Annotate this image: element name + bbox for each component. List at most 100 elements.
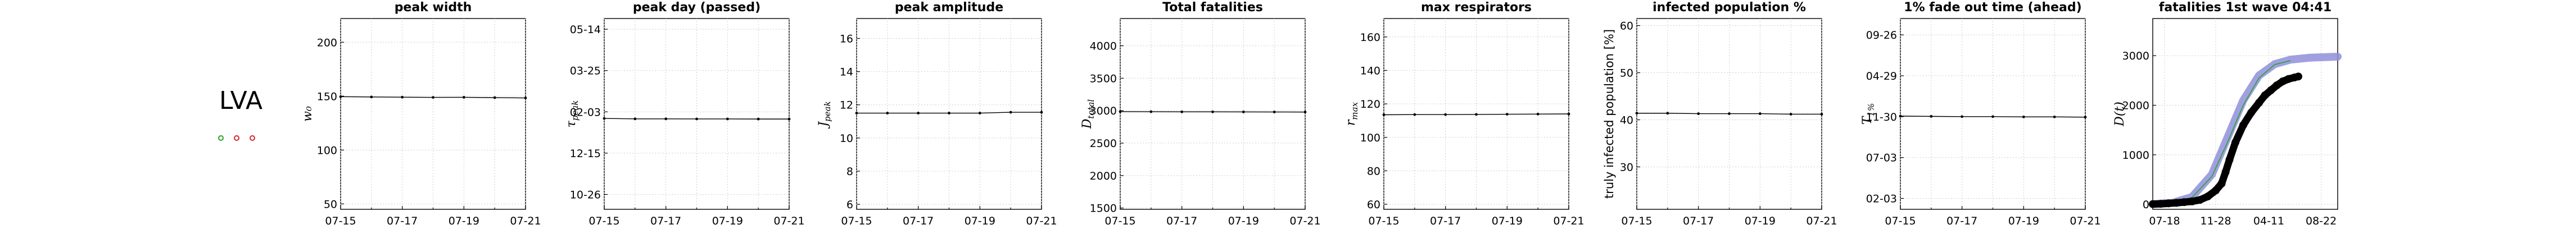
x-tick-label: 07-17: [1430, 215, 1461, 227]
data-point: [1789, 113, 1792, 116]
y-tick-label: 04-29: [1866, 70, 1897, 82]
data-point: [1930, 114, 1933, 118]
y-tick-label: 1500: [1090, 203, 1117, 215]
data-point: [1180, 110, 1184, 113]
data-point: [493, 96, 496, 99]
chart-panel-6: 30 40 50 60 07-15 07-17 07-19 07-21 infected pop…: [1602, 1, 1837, 227]
data-point: [633, 117, 637, 121]
data-point: [1820, 113, 1823, 116]
y-axis-label-subscript: peak: [822, 101, 832, 122]
x-tick-label: 07-15: [1104, 215, 1135, 227]
y-tick-label: 02-03: [1866, 193, 1897, 205]
data-point: [1119, 110, 1122, 113]
y-tick-label: 3500: [1090, 72, 1117, 85]
panel-title: Total fatalities: [1162, 1, 1263, 15]
y-tick-label: 50: [1620, 67, 1633, 80]
data-point: [1444, 113, 1447, 116]
x-tick-label: 07-21: [510, 215, 541, 227]
x-tick-label: 07-19: [1745, 215, 1776, 227]
y-tick-label: 100: [317, 144, 337, 157]
x-tick-label: 07-15: [325, 215, 356, 227]
x-tick-label: 07-17: [1683, 215, 1714, 227]
x-tick-label: 07-19: [965, 215, 995, 227]
y-tick-label: 11-30: [1866, 111, 1897, 123]
data-point: [886, 112, 889, 114]
y-tick-label: 3000: [1090, 105, 1117, 117]
data-point: [1273, 111, 1276, 113]
observed-line: [2149, 72, 2302, 208]
y-tick-label: 16: [840, 33, 853, 45]
x-tick-label: 07-21: [1289, 215, 1320, 227]
x-tick-label: 07-15: [1368, 215, 1399, 227]
data-point: [1009, 111, 1012, 114]
data-point: [1635, 112, 1638, 115]
y-tick-label: 8: [846, 166, 853, 178]
y-tick-label: 120: [1360, 98, 1380, 111]
y-axis-label-main: T: [1860, 115, 1875, 125]
data-point: [664, 117, 668, 121]
x-tick-label: 07-17: [903, 215, 934, 227]
data-point: [1149, 110, 1153, 113]
data-point: [339, 95, 342, 98]
x-tick-label: 07-19: [1228, 215, 1259, 227]
x-tick-label: 07-17: [1166, 215, 1197, 227]
y-tick-label: 12-15: [570, 148, 601, 160]
x-tick-label: 07-17: [387, 215, 418, 227]
data-point: [1899, 114, 1902, 118]
y-tick-label: 10: [840, 132, 853, 145]
x-tick-label: 07-21: [1553, 215, 1584, 227]
panel-title: peak width: [395, 1, 472, 15]
red-circle-marker: [250, 135, 255, 141]
panel-title: fatalities 1st wave 04:41: [2159, 1, 2331, 15]
chart-panel-4: 1500 2000 2500 3000 3500 4000 07-15 07-17 07-19 0…: [1080, 1, 1321, 227]
y-axis-label-subscript: 1%: [1866, 103, 1876, 117]
x-tick-label: 07-17: [1946, 215, 1977, 227]
y-tick-label: 0: [2143, 199, 2149, 211]
data-point: [370, 95, 373, 99]
y-tick-label: 14: [840, 66, 853, 79]
y-tick-label: 2000: [1090, 170, 1117, 182]
x-tick-label: 07-15: [588, 215, 619, 227]
y-tick-label: 03-25: [570, 65, 601, 77]
panel-title: peak day (passed): [633, 1, 760, 15]
data-point: [1728, 112, 1731, 115]
x-tick-label: 07-21: [773, 215, 804, 227]
y-axis-label-main: r: [1344, 119, 1358, 126]
data-point: [757, 117, 760, 121]
panel-title: max respirators: [1421, 1, 1532, 15]
chart-panel-2: 10-26 12-15 02-03 03-25 05-14 07-15 07-17 07-19…: [564, 1, 805, 227]
chart-panel-5: 60 80 100 120 140 160 07-15 07-17 07-19 07-21 max …: [1344, 1, 1584, 227]
plot-frame: [2152, 18, 2338, 210]
chart-panel-3: 6 8 10 12 14 16 07-15 07-17 07-19 07-21 peak ampli…: [817, 1, 1057, 227]
y-tick-label: 200: [317, 36, 337, 49]
data-point: [1382, 113, 1386, 116]
panel-title: peak amplitude: [895, 1, 1003, 15]
x-tick-label: 04-11: [2253, 215, 2284, 227]
data-point: [2022, 115, 2025, 118]
y-tick-label: 2500: [1090, 137, 1117, 150]
y-tick-label: 40: [1620, 114, 1633, 126]
y-axis-label: Jpeak: [817, 101, 832, 129]
y-tick-label: 60: [1620, 20, 1633, 33]
y-axis-label-main: J: [817, 121, 831, 129]
data-point: [401, 95, 404, 99]
x-tick-label: 07-15: [841, 215, 872, 227]
y-axis-label: D(t): [2113, 102, 2127, 127]
data-point: [1536, 112, 1540, 116]
y-tick-label: 2000: [2122, 100, 2149, 112]
x-tick-label: 08-22: [2306, 215, 2337, 227]
y-tick-label: 4000: [1090, 40, 1117, 53]
data-point: [726, 117, 729, 121]
y-axis-label-subscript: total: [1086, 99, 1096, 119]
y-axis-label-main: τ: [564, 120, 578, 127]
data-point: [787, 117, 791, 121]
y-tick-label: 1000: [2122, 149, 2149, 162]
x-tick-label: 07-21: [1026, 215, 1057, 227]
y-tick-label: 10-26: [570, 189, 601, 201]
y-axis-label: Dtotal: [1080, 99, 1096, 130]
x-tick-label: 07-19: [712, 215, 743, 227]
x-tick-label: 07-17: [650, 215, 681, 227]
panel-title: infected population %: [1653, 1, 1806, 15]
x-tick-label: 07-15: [1621, 215, 1652, 227]
